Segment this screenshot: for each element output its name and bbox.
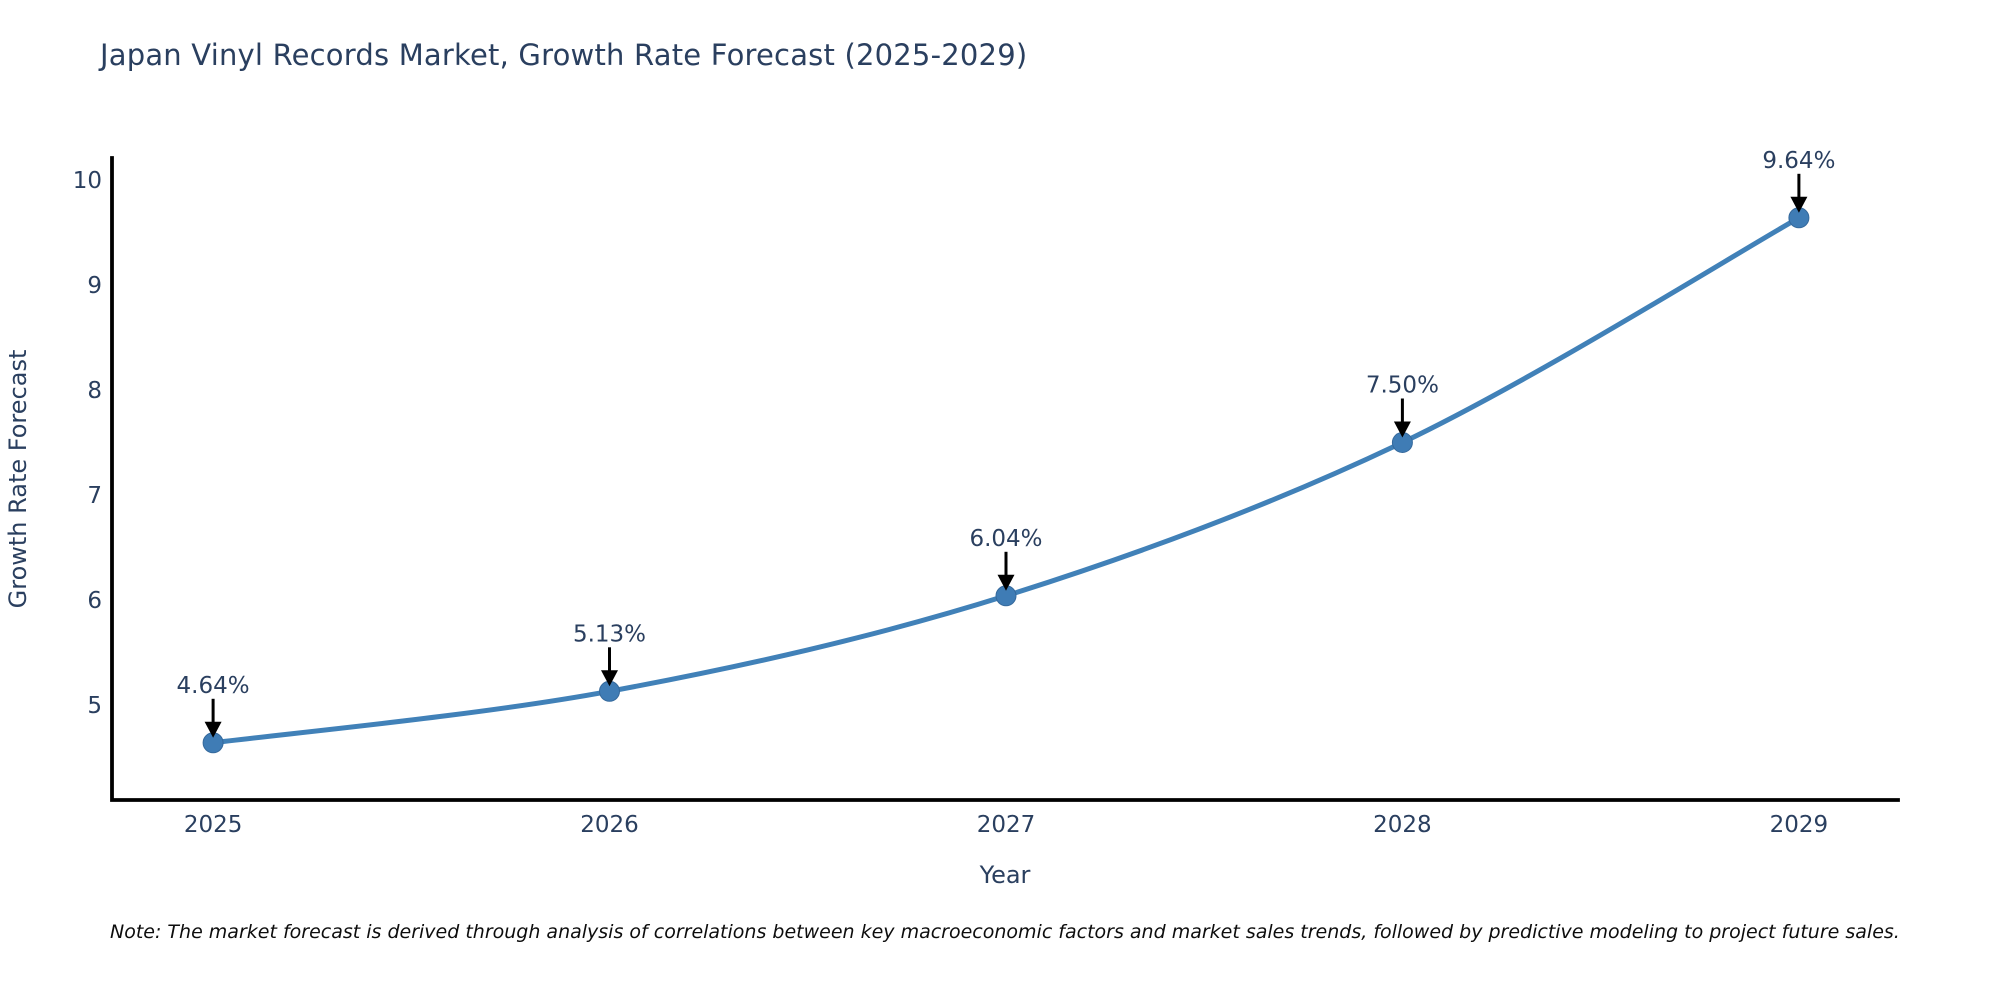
series-line bbox=[210, 215, 1802, 746]
y-tick-label: 8 bbox=[87, 378, 102, 404]
x-tick-label: 2029 bbox=[1770, 812, 1829, 838]
x-tick-label: 2025 bbox=[184, 812, 243, 838]
data-point-label: 6.04% bbox=[969, 526, 1042, 552]
y-tick-label: 6 bbox=[87, 588, 102, 614]
data-point-label: 9.64% bbox=[1762, 148, 1835, 174]
footnote: Note: The market forecast is derived thr… bbox=[110, 921, 1900, 943]
x-tick-label: 2026 bbox=[580, 812, 639, 838]
y-tick-label: 10 bbox=[73, 168, 102, 194]
annotation-arrowhead-icon bbox=[1790, 196, 1808, 213]
annotation-arrowhead-icon bbox=[997, 574, 1015, 591]
y-tick-label: 7 bbox=[87, 483, 102, 509]
chart-title: Japan Vinyl Records Market, Growth Rate … bbox=[100, 38, 1028, 72]
x-axis-title: Year bbox=[979, 861, 1031, 889]
y-axis-title: Growth Rate Forecast bbox=[4, 350, 32, 609]
y-tick-label: 9 bbox=[87, 273, 102, 299]
axis-lines bbox=[110, 156, 1900, 802]
data-point-label: 7.50% bbox=[1366, 373, 1439, 399]
annotation-arrowhead-icon bbox=[204, 721, 222, 738]
data-point-label: 4.64% bbox=[177, 673, 250, 699]
y-tick-label: 5 bbox=[87, 693, 102, 719]
x-tick-label: 2027 bbox=[977, 812, 1036, 838]
data-point-label: 5.13% bbox=[573, 621, 646, 647]
annotation-arrowhead-icon bbox=[1393, 421, 1411, 438]
x-tick-label: 2028 bbox=[1373, 812, 1432, 838]
annotation-arrowhead-icon bbox=[601, 670, 618, 687]
